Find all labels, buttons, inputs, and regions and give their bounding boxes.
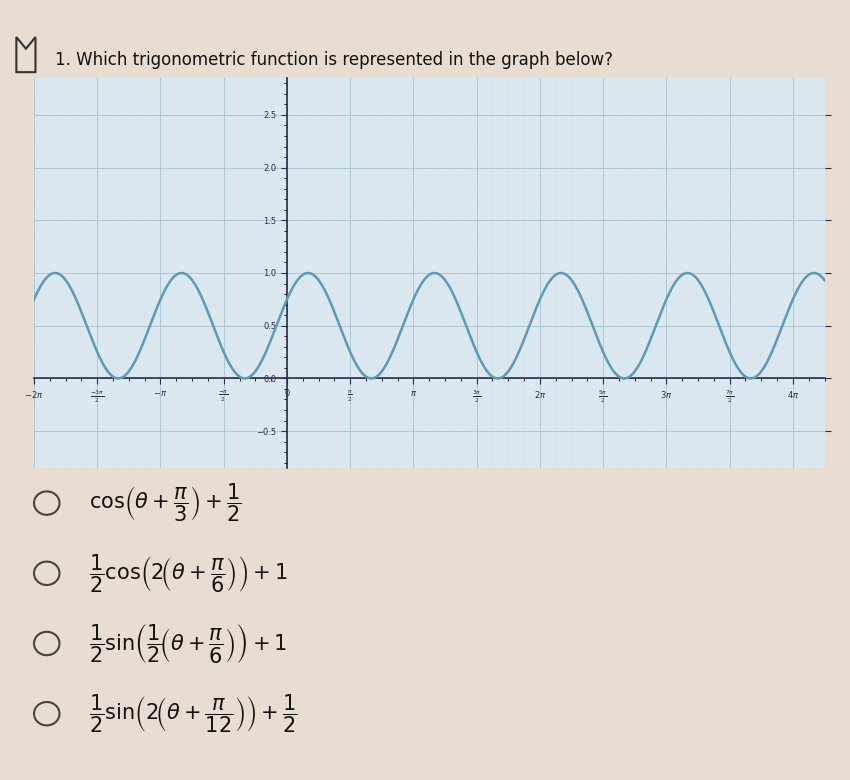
Text: $\dfrac{1}{2}\cos\!\left(2\!\left(\theta+\dfrac{\pi}{6}\right)\right)+1$: $\dfrac{1}{2}\cos\!\left(2\!\left(\theta… [89,552,287,594]
Text: $\dfrac{1}{2}\sin\!\left(2\!\left(\theta+\dfrac{\pi}{12}\right)\right)+\dfrac{1}: $\dfrac{1}{2}\sin\!\left(2\!\left(\theta… [89,693,298,735]
Text: 1. Which trigonometric function is represented in the graph below?: 1. Which trigonometric function is repre… [55,51,613,69]
Text: $\dfrac{1}{2}\sin\!\left(\dfrac{1}{2}\!\left(\theta+\dfrac{\pi}{6}\right)\right): $\dfrac{1}{2}\sin\!\left(\dfrac{1}{2}\!\… [89,622,287,665]
Text: $\cos\!\left(\theta+\dfrac{\pi}{3}\right)+\dfrac{1}{2}$: $\cos\!\left(\theta+\dfrac{\pi}{3}\right… [89,482,241,524]
